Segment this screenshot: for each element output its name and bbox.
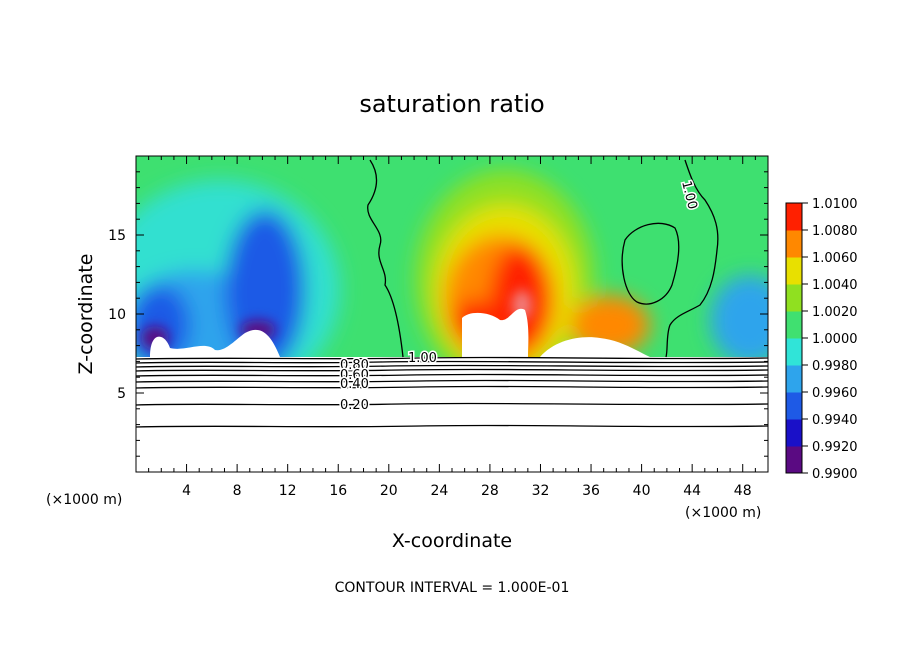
- colorbar-swatch: [786, 311, 802, 339]
- colorbar-swatch: [786, 446, 802, 474]
- x-axis-ticks: 4 8 12 16 20 24 28 32 36 40 44 48: [148, 156, 756, 499]
- colorbar-label: 1.0020: [812, 305, 858, 320]
- x-tick-label: 4: [182, 483, 191, 499]
- colorbar-label: 1.0100: [812, 197, 858, 212]
- y-tick-label: 5: [117, 386, 126, 402]
- x-tick-label: 24: [430, 483, 448, 499]
- contour-label-4: 0.40: [340, 377, 369, 392]
- colorbar-swatch: [786, 419, 802, 447]
- x-unit-left: (×1000 m): [46, 492, 122, 508]
- colorbar-swatch: [786, 392, 802, 420]
- colorbar-label: 0.9980: [812, 359, 858, 374]
- x-tick-label: 44: [683, 483, 701, 499]
- x-tick-label: 20: [380, 483, 398, 499]
- colorbar-swatch: [786, 365, 802, 393]
- colorbar-label: 1.0060: [812, 251, 858, 266]
- x-axis-label: X-coordinate: [392, 530, 512, 552]
- x-tick-label: 8: [233, 483, 242, 499]
- colorbar-labels: 0.9900 0.9920 0.9940 0.9960 0.9980 1.0000 1.00…: [802, 197, 858, 482]
- x-tick-label: 32: [532, 483, 550, 499]
- colorbar-label: 0.9960: [812, 386, 858, 401]
- y-tick-label: 15: [108, 228, 126, 244]
- colorbar-swatch: [786, 338, 802, 366]
- contour-label-2: 0.80: [340, 358, 369, 373]
- colorbar-label: 1.0000: [812, 332, 858, 347]
- colorbar-swatches: [786, 203, 802, 474]
- colorbar-label: 1.0040: [812, 278, 858, 293]
- contour-label-3: 0.60: [340, 368, 369, 383]
- colorbar-label: 0.9920: [812, 440, 858, 455]
- x-tick-label: 28: [481, 483, 499, 499]
- colorbar-label: 0.9940: [812, 413, 858, 428]
- contour-label-1: 1.00: [408, 351, 437, 366]
- x-tick-label: 12: [279, 483, 297, 499]
- y-axis-ticks: 5 10 15: [108, 171, 768, 457]
- colorbar-label: 1.0080: [812, 224, 858, 239]
- y-axis-label: Z-coordinate: [75, 254, 97, 375]
- contour-interval-note: CONTOUR INTERVAL = 1.000E-01: [335, 580, 570, 596]
- colorbar-swatch: [786, 230, 802, 258]
- y-tick-label: 10: [108, 307, 126, 323]
- colorbar-label: 0.9900: [812, 467, 858, 482]
- contour-lines: [135, 159, 769, 428]
- colorbar-swatch: [786, 203, 802, 231]
- x-tick-label: 36: [582, 483, 600, 499]
- x-tick-label: 40: [633, 483, 651, 499]
- colorbar-swatch: [786, 257, 802, 285]
- colorbar-swatch: [786, 284, 802, 312]
- x-tick-label: 48: [734, 483, 752, 499]
- colorbar: 0.9900 0.9920 0.9940 0.9960 0.9980 1.0000 1.00…: [785, 197, 858, 482]
- contour-label-5: 0.20: [340, 398, 369, 413]
- x-tick-label: 16: [329, 483, 347, 499]
- heatmap-field: [136, 156, 768, 357]
- chart-title: saturation ratio: [359, 90, 544, 118]
- x-unit-right: (×1000 m): [685, 505, 761, 521]
